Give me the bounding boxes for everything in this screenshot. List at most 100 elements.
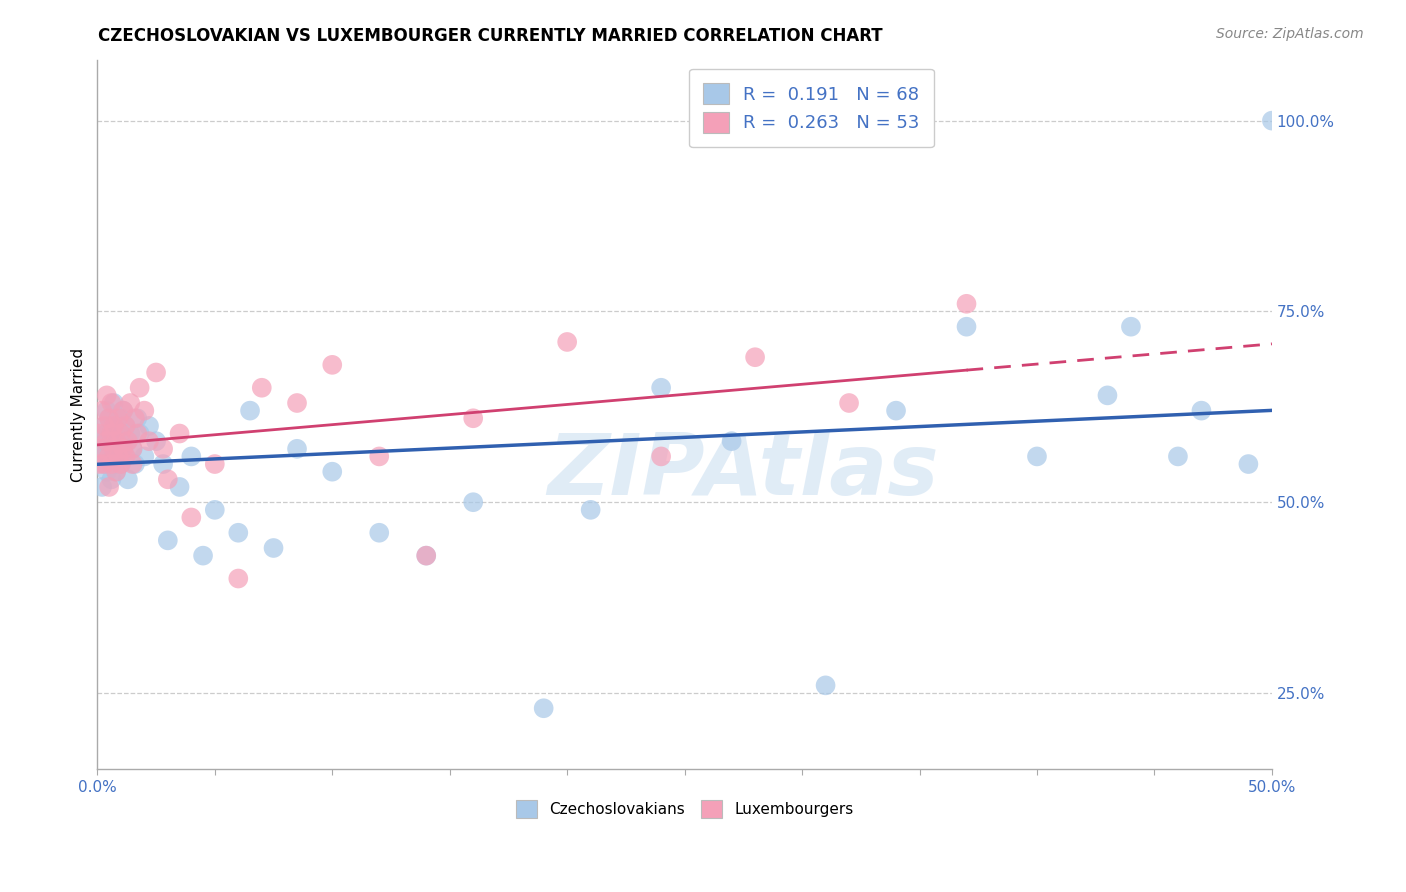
Point (105, 442, 128, 456)
Point (117, 434, 139, 449)
Point (100, 442, 122, 456)
Point (112, 403, 135, 417)
Point (93, 418, 115, 433)
Point (91, 434, 114, 449)
Point (955, 319, 977, 334)
Point (368, 525, 391, 540)
Point (103, 442, 125, 456)
Point (169, 480, 191, 494)
Y-axis label: Currently Married: Currently Married (72, 347, 86, 482)
Point (321, 358, 343, 372)
Point (650, 450, 672, 464)
Point (117, 434, 139, 449)
Point (114, 450, 136, 464)
Point (114, 418, 136, 433)
Point (1097, 388, 1119, 402)
Point (89, 457, 111, 471)
Point (226, 525, 249, 540)
Text: CZECHOSLOVAKIAN VS LUXEMBOURGER CURRENTLY MARRIED CORRELATION CHART: CZECHOSLOVAKIAN VS LUXEMBOURGER CURRENTL… (98, 27, 883, 45)
Text: ZIPAtlas: ZIPAtlas (547, 430, 939, 513)
Point (91, 480, 114, 494)
Point (579, 503, 602, 517)
Point (145, 366, 167, 380)
Point (650, 381, 672, 395)
Point (138, 434, 160, 449)
Point (1167, 450, 1189, 464)
Point (107, 434, 129, 449)
Point (134, 450, 156, 464)
Point (124, 411, 146, 425)
Point (107, 411, 129, 425)
Point (96, 426, 118, 441)
Point (110, 411, 132, 425)
Point (180, 450, 202, 464)
Point (105, 465, 128, 479)
Point (100, 426, 122, 441)
Point (112, 442, 135, 456)
Point (98, 450, 121, 464)
Point (100, 396, 122, 410)
Point (103, 396, 125, 410)
Point (204, 457, 226, 471)
Point (103, 457, 125, 471)
Point (285, 396, 308, 410)
Point (107, 450, 129, 464)
Point (156, 472, 179, 486)
Point (96, 403, 118, 417)
Point (884, 403, 907, 417)
Point (124, 457, 146, 471)
Point (98, 411, 121, 425)
Point (93, 457, 115, 471)
Point (145, 434, 167, 449)
Point (169, 426, 191, 441)
Point (89, 426, 111, 441)
Point (110, 457, 132, 471)
Point (191, 549, 214, 563)
Point (103, 418, 125, 433)
Point (415, 549, 437, 563)
Point (226, 572, 249, 586)
Point (89, 450, 111, 464)
Point (96, 434, 118, 449)
Point (121, 457, 143, 471)
Point (93, 442, 115, 456)
Point (533, 701, 555, 715)
Point (134, 403, 156, 417)
Point (250, 381, 273, 395)
Point (152, 442, 174, 456)
Point (100, 472, 122, 486)
Point (1189, 403, 1212, 417)
Point (105, 465, 128, 479)
Point (1119, 319, 1142, 334)
Point (463, 411, 485, 425)
Point (98, 411, 121, 425)
Point (112, 403, 135, 417)
Point (555, 334, 578, 349)
Point (105, 434, 128, 449)
Point (415, 549, 437, 563)
Point (127, 426, 149, 441)
Point (110, 426, 132, 441)
Point (91, 403, 114, 417)
Point (103, 426, 125, 441)
Point (463, 495, 485, 509)
Point (100, 457, 122, 471)
Point (121, 442, 143, 456)
Point (720, 434, 742, 449)
Point (814, 678, 837, 692)
Point (96, 388, 118, 402)
Point (156, 533, 179, 548)
Point (93, 457, 115, 471)
Point (117, 472, 139, 486)
Point (744, 350, 766, 364)
Point (100, 418, 122, 433)
Point (1026, 450, 1049, 464)
Point (180, 510, 202, 524)
Legend: Czechoslovakians, Luxembourgers: Czechoslovakians, Luxembourgers (508, 793, 860, 825)
Point (127, 411, 149, 425)
Point (110, 457, 132, 471)
Point (321, 465, 343, 479)
Point (110, 426, 132, 441)
Point (114, 418, 136, 433)
Point (96, 465, 118, 479)
